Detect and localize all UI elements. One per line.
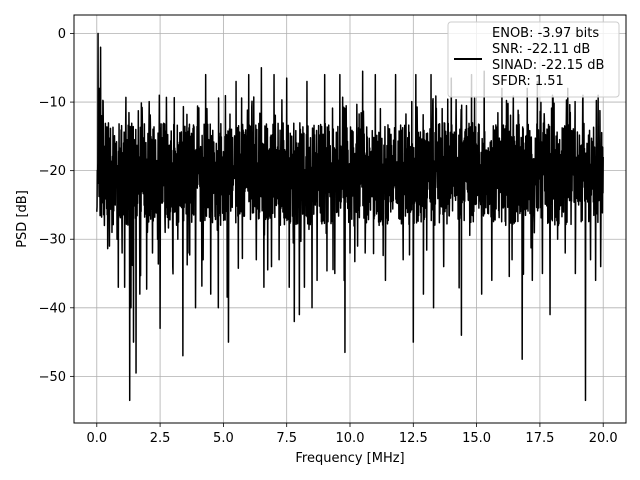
y-axis-label: PSD [dB] — [15, 190, 30, 248]
x-tick-label: 7.5 — [276, 431, 297, 446]
x-tick-label: 5.0 — [213, 431, 234, 446]
x-tick-label: 20.0 — [589, 431, 618, 446]
y-tick-label: −20 — [39, 164, 66, 179]
x-axis-ticks: 0.0 2.5 5.0 7.5 10.0 12.5 15.0 17.5 20.0 — [86, 423, 618, 446]
x-tick-label: 0.0 — [86, 431, 107, 446]
x-tick-label: 10.0 — [336, 431, 365, 446]
y-tick-label: −30 — [39, 233, 66, 248]
y-axis-ticks: 0 −10 −20 −30 −40 −50 — [39, 27, 74, 385]
y-tick-label: −10 — [39, 96, 66, 111]
x-tick-label: 15.0 — [462, 431, 491, 446]
legend-sfdr: SFDR: 1.51 — [492, 74, 564, 89]
x-tick-label: 12.5 — [399, 431, 428, 446]
y-tick-label: −40 — [39, 301, 66, 316]
legend-snr: SNR: -22.11 dB — [492, 42, 590, 57]
legend-box — [447, 21, 620, 98]
y-tick-label: 0 — [58, 27, 66, 42]
x-tick-label: 17.5 — [525, 431, 554, 446]
y-tick-label: −50 — [39, 370, 66, 385]
x-tick-label: 2.5 — [150, 431, 171, 446]
x-axis-label: Frequency [MHz] — [295, 451, 404, 466]
legend-enob: ENOB: -3.97 bits — [492, 26, 599, 41]
legend: ENOB: -3.97 bits SNR: -22.11 dB SINAD: -… — [447, 21, 620, 98]
legend-sinad: SINAD: -22.15 dB — [492, 58, 604, 73]
psd-series — [96, 32, 604, 402]
psd-series-line — [96, 32, 604, 402]
